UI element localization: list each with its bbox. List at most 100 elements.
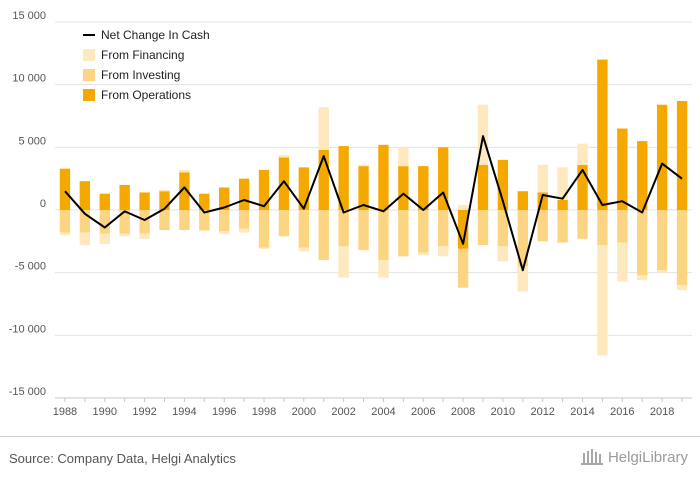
- x-tick-label: 2002: [331, 406, 355, 418]
- bar-from-operations: [358, 166, 369, 210]
- bar-from-investing: [238, 210, 250, 229]
- x-tick-label: 2004: [371, 406, 395, 418]
- bar-from-financing: [457, 204, 469, 210]
- bar-from-financing: [656, 270, 668, 273]
- legend-label: From Operations: [101, 88, 191, 102]
- bar-from-operations: [437, 147, 449, 210]
- bar-from-financing: [497, 246, 509, 262]
- y-tick-label: 15 000: [12, 10, 46, 22]
- x-tick-label: 2010: [491, 406, 515, 418]
- bar-from-financing: [139, 233, 150, 239]
- bar-from-investing: [179, 210, 190, 231]
- bar-from-operations: [457, 210, 469, 249]
- bar-from-operations: [59, 168, 71, 210]
- bar-from-financing: [617, 242, 628, 282]
- bar-from-financing: [119, 233, 130, 237]
- bar-from-operations: [577, 164, 588, 210]
- bar-from-financing: [258, 247, 270, 249]
- bar-from-financing: [338, 246, 349, 278]
- bar-from-operations: [418, 166, 429, 210]
- brand-name: HelgiLibrary: [607, 448, 688, 466]
- bar-from-investing: [278, 210, 290, 237]
- brand-logo[interactable]: HelgiLibrary: [580, 448, 688, 466]
- bar-from-investing: [497, 210, 509, 247]
- bar-from-investing: [139, 210, 150, 234]
- bar-from-operations: [637, 141, 648, 210]
- bar-from-investing: [99, 210, 110, 234]
- bar-from-operations: [398, 166, 409, 210]
- bar-from-operations: [219, 187, 230, 210]
- bar-from-investing: [676, 210, 688, 286]
- bar-from-investing: [358, 210, 369, 251]
- bar-from-financing: [79, 232, 91, 246]
- x-tick-label: 2008: [451, 406, 475, 418]
- bar-from-investing: [557, 210, 568, 243]
- bar-from-investing: [477, 210, 489, 246]
- bar-from-investing: [378, 210, 389, 261]
- bar-from-financing: [159, 189, 170, 192]
- bar-from-financing: [477, 104, 489, 165]
- x-tick-label: 2016: [610, 406, 634, 418]
- bar-from-financing: [99, 233, 110, 244]
- x-tick-label: 2000: [292, 406, 316, 418]
- y-tick-label: 0: [40, 198, 46, 210]
- line-net-change-in-cash: [64, 135, 683, 272]
- bar-from-financing: [437, 246, 449, 257]
- legend-swatch: [83, 49, 95, 61]
- x-tick-label: 1988: [53, 406, 77, 418]
- bar-from-financing: [637, 275, 648, 281]
- footer: Source: Company Data, Helgi Analytics He…: [0, 436, 700, 483]
- bar-from-operations: [238, 178, 250, 210]
- bar-from-investing: [199, 210, 210, 231]
- y-tick-label: -10 000: [9, 323, 46, 335]
- x-tick-label: 1996: [212, 406, 236, 418]
- x-tick-label: 1990: [93, 406, 117, 418]
- source-note: Source: Company Data, Helgi Analytics: [9, 451, 236, 466]
- bar-from-financing: [238, 228, 250, 233]
- legend-label: Net Change In Cash: [101, 28, 210, 42]
- bar-from-investing: [59, 210, 71, 233]
- bar-from-operations: [477, 164, 489, 210]
- bar-from-operations: [676, 100, 688, 210]
- bar-from-investing: [617, 210, 628, 243]
- bar-from-investing: [159, 210, 170, 231]
- bar-from-operations: [159, 191, 170, 210]
- bar-from-investing: [79, 210, 91, 233]
- bar-from-investing: [338, 210, 349, 247]
- bar-from-financing: [537, 164, 548, 193]
- bar-from-financing: [398, 147, 409, 167]
- bar-from-operations: [497, 159, 509, 210]
- bar-from-investing: [298, 210, 310, 248]
- y-tick-label: -15 000: [9, 386, 46, 398]
- bar-from-investing: [418, 210, 429, 253]
- bar-from-operations: [199, 193, 210, 210]
- bar-from-financing: [219, 231, 230, 234]
- bar-from-investing: [119, 210, 130, 234]
- bar-from-financing: [577, 143, 588, 165]
- bar-from-operations: [119, 184, 130, 210]
- bar-from-operations: [338, 146, 349, 210]
- x-tick-label: 2012: [530, 406, 554, 418]
- bar-from-financing: [557, 167, 568, 200]
- bar-from-operations: [597, 59, 608, 210]
- bar-from-financing: [59, 232, 71, 236]
- bar-from-investing: [537, 210, 548, 242]
- bar-from-operations: [537, 192, 548, 210]
- bar-from-operations: [378, 144, 389, 210]
- bar-from-operations: [278, 157, 290, 210]
- bar-from-financing: [199, 230, 210, 232]
- bar-from-investing: [318, 210, 329, 261]
- x-tick-label: 2014: [570, 406, 594, 418]
- bar-from-investing: [656, 210, 668, 271]
- bar-from-investing: [457, 248, 469, 288]
- legend-swatch: [83, 69, 95, 81]
- bar-from-operations: [99, 193, 110, 210]
- bar-from-operations: [139, 192, 150, 210]
- bar-from-investing: [258, 210, 270, 248]
- y-tick-label: 5 000: [18, 135, 46, 147]
- y-tick-label: 10 000: [12, 73, 46, 85]
- legend-swatch: [83, 89, 95, 101]
- x-tick-label: 1998: [252, 406, 276, 418]
- bar-from-investing: [398, 210, 409, 257]
